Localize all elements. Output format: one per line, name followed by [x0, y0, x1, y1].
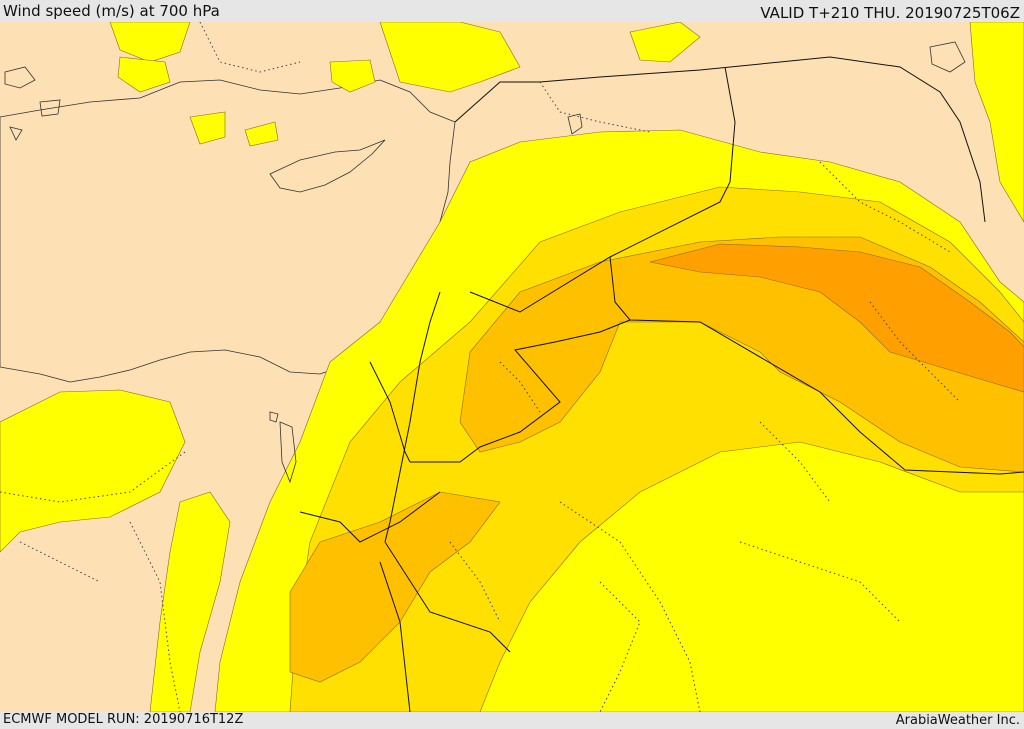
- wind-speed-map: [0, 22, 1024, 712]
- inland-seas: [269, 41, 966, 484]
- cyprus-island: [269, 139, 386, 193]
- model-run-label: ECMWF MODEL RUN: 20190716T12Z: [3, 712, 244, 727]
- aegean-islands: [4, 66, 61, 141]
- valid-time: VALID T+210 THU. 20190725T06Z: [760, 4, 1020, 22]
- map-title: Wind speed (m/s) at 700 hPa: [3, 2, 220, 20]
- footer-bar: ECMWF MODEL RUN: 20190716T12Z ArabiaWeat…: [0, 712, 1024, 729]
- wind-band-4: [649, 243, 1024, 393]
- header-bar: Wind speed (m/s) at 700 hPa VALID T+210 …: [0, 0, 1024, 22]
- admin-boundaries: [0, 22, 961, 712]
- credit-label: ArabiaWeather Inc.: [895, 713, 1020, 728]
- country-borders: [299, 56, 1024, 712]
